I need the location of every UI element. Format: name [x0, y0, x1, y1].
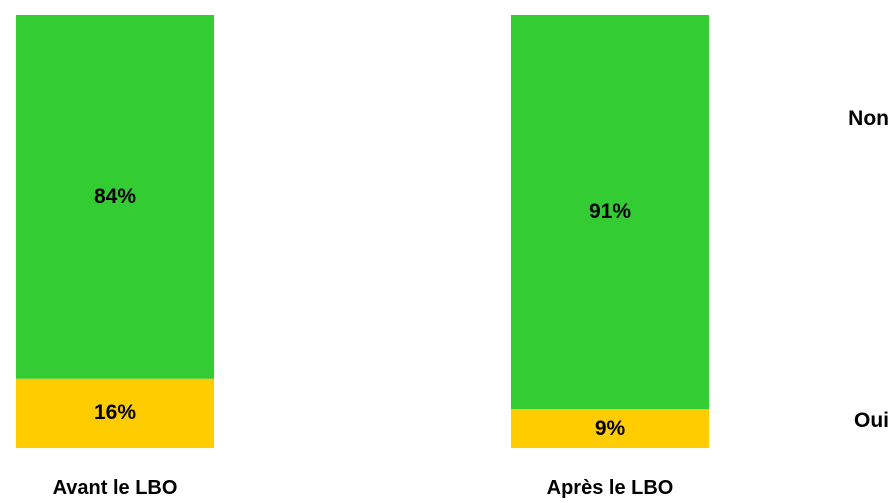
legend-label-oui: Oui	[854, 409, 889, 432]
data-label-oui-2: 9%	[594, 416, 626, 440]
bar-non-1	[16, 15, 214, 379]
data-label-non-1: 84%	[93, 184, 137, 208]
category-label-1: Avant le LBO	[52, 477, 178, 499]
category-label-2: Après le LBO	[546, 477, 674, 499]
bar-oui-1	[16, 378, 214, 448]
data-label-non-2: 91%	[588, 200, 632, 223]
data-label-oui-1: 16%	[93, 401, 137, 425]
bar-oui-2	[511, 409, 709, 448]
bar-non-2	[511, 15, 709, 410]
legend-label-non: Non	[848, 107, 889, 130]
